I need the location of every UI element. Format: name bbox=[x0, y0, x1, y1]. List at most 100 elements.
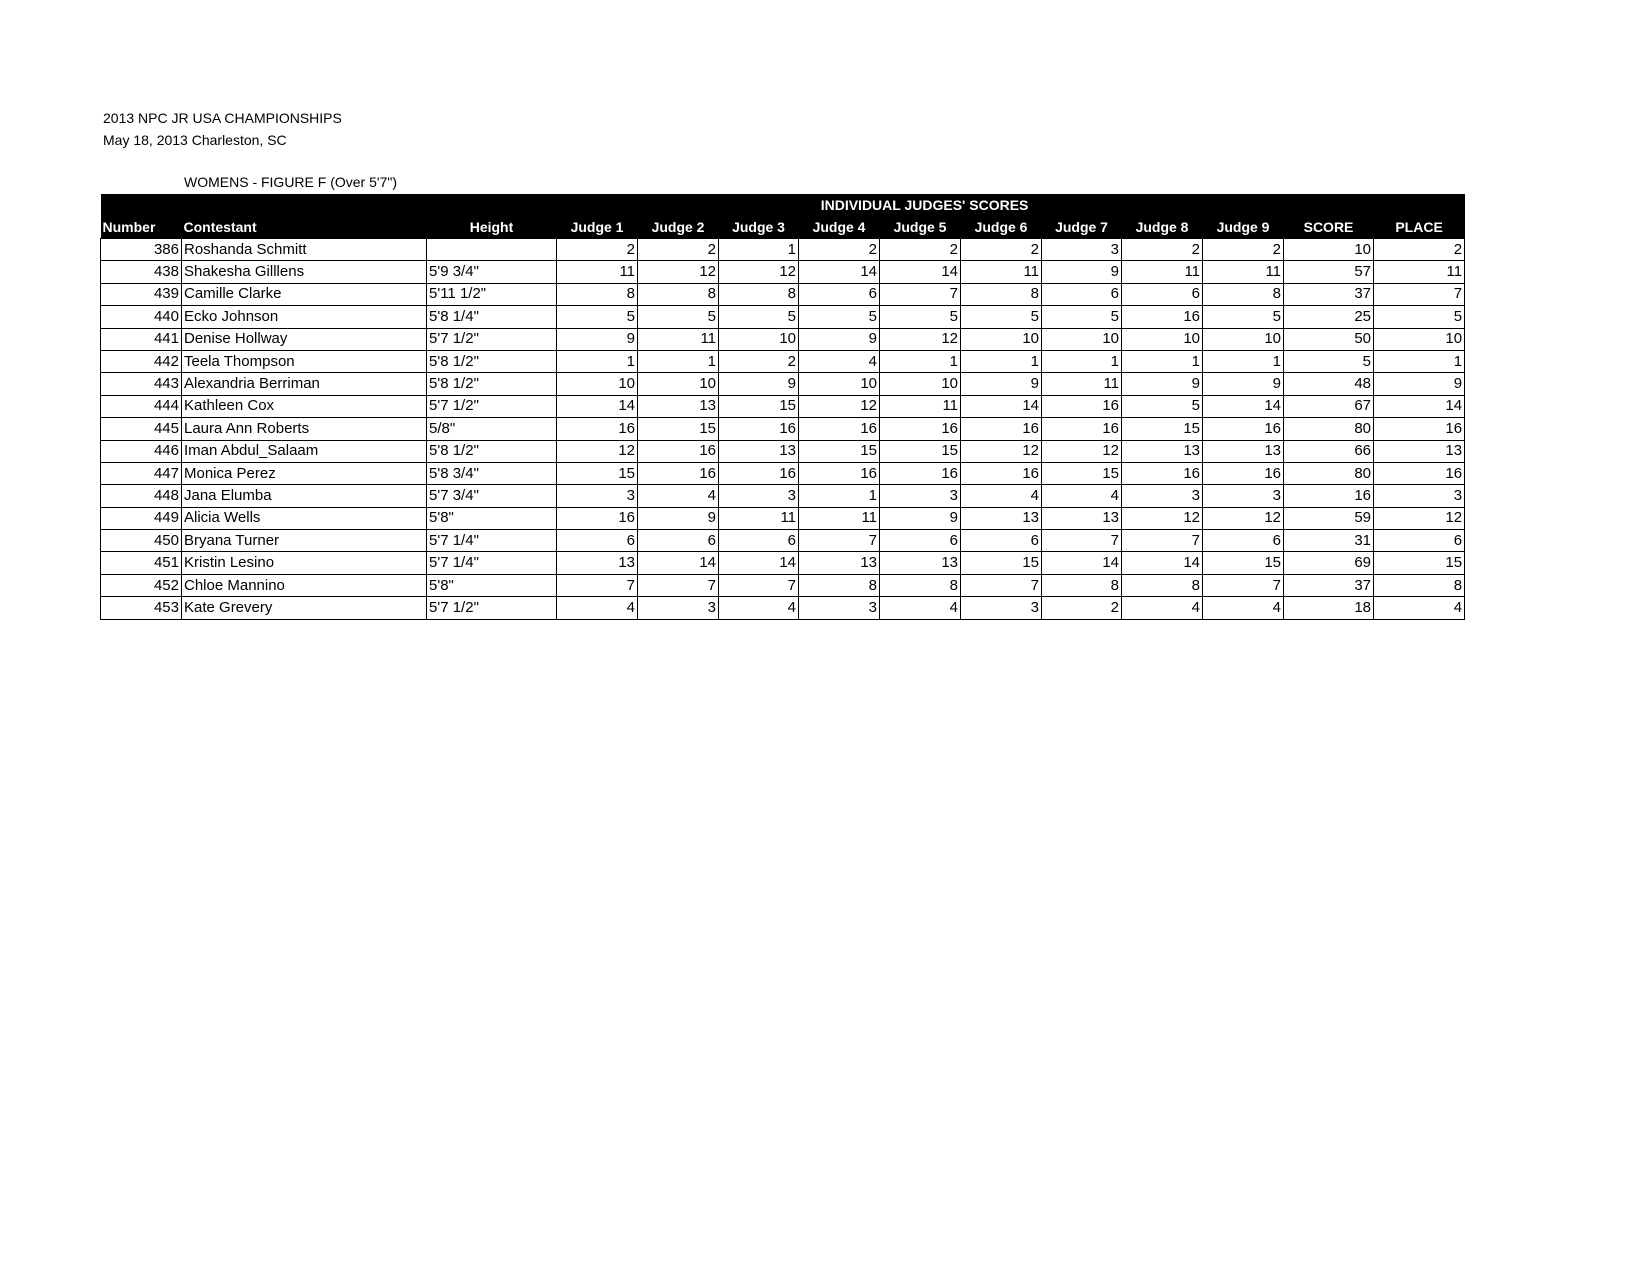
cell-height: 5'8 1/2" bbox=[425, 349, 558, 374]
cell-number: 443 bbox=[100, 372, 182, 396]
cell-judge-8: 10 bbox=[1121, 327, 1204, 351]
column-header-contestant: Contestant bbox=[181, 216, 427, 239]
cell-contestant: Alexandria Berriman bbox=[181, 372, 427, 396]
cell-judge-1: 13 bbox=[556, 551, 639, 575]
group-header-row: INDIVIDUAL JUDGES' SCORES bbox=[100, 194, 1465, 216]
cell-judge-7: 6 bbox=[1041, 282, 1123, 307]
table-row: 451 Kristin Lesino 5'7 1/4" 13 14 14 13 13 15 14 1… bbox=[100, 551, 1466, 575]
cell-number: 386 bbox=[100, 237, 182, 262]
cell-number: 439 bbox=[100, 282, 182, 307]
cell-judge-2: 12 bbox=[637, 260, 720, 284]
cell-height bbox=[425, 237, 558, 262]
cell-place: 4 bbox=[1373, 596, 1466, 620]
cell-height: 5'7 1/4" bbox=[425, 529, 558, 553]
cell-judge-6: 11 bbox=[960, 260, 1043, 284]
cell-judge-2: 16 bbox=[637, 461, 720, 486]
cell-number: 450 bbox=[100, 529, 182, 553]
cell-judge-3: 8 bbox=[718, 282, 800, 307]
cell-judge-5: 8 bbox=[879, 573, 962, 598]
cell-judge-2: 9 bbox=[637, 506, 720, 531]
cell-judge-9: 11 bbox=[1202, 260, 1285, 284]
cell-judge-6: 3 bbox=[960, 596, 1043, 620]
cell-judge-7: 1 bbox=[1041, 349, 1123, 374]
cell-place: 3 bbox=[1373, 484, 1466, 508]
cell-judge-7: 10 bbox=[1041, 327, 1123, 351]
cell-place: 6 bbox=[1373, 529, 1466, 553]
cell-place: 5 bbox=[1373, 305, 1466, 329]
cell-judge-9: 12 bbox=[1202, 506, 1285, 531]
cell-judge-7: 16 bbox=[1041, 394, 1123, 419]
cell-judge-3: 11 bbox=[718, 506, 800, 531]
cell-judge-8: 8 bbox=[1121, 573, 1204, 598]
cell-judge-7: 15 bbox=[1041, 461, 1123, 486]
document-title: 2013 NPC JR USA CHAMPIONSHIPS bbox=[103, 110, 342, 126]
table-row: 439 Camille Clarke 5'11 1/2" 8 8 8 6 7 8 6 6 8 37 7 bbox=[100, 282, 1466, 307]
cell-judge-8: 16 bbox=[1121, 461, 1204, 486]
table-row: 452 Chloe Mannino 5'8" 7 7 7 8 8 7 8 8 7 37 8 bbox=[100, 573, 1466, 598]
cell-judge-5: 16 bbox=[879, 417, 962, 441]
cell-place: 9 bbox=[1373, 372, 1466, 396]
cell-judge-9: 16 bbox=[1202, 417, 1285, 441]
cell-judge-4: 7 bbox=[798, 529, 881, 553]
cell-contestant: Teela Thompson bbox=[181, 349, 427, 374]
cell-judge-4: 12 bbox=[798, 394, 881, 419]
cell-judge-6: 13 bbox=[960, 506, 1043, 531]
cell-number: 453 bbox=[100, 596, 182, 620]
column-header-judge-9: Judge 9 bbox=[1202, 216, 1284, 239]
cell-score: 50 bbox=[1283, 327, 1375, 351]
cell-contestant: Shakesha Gilllens bbox=[181, 260, 427, 284]
column-header-height: Height bbox=[426, 216, 557, 239]
cell-contestant: Chloe Mannino bbox=[181, 573, 427, 598]
cell-place: 13 bbox=[1373, 439, 1466, 463]
cell-judge-9: 8 bbox=[1202, 282, 1285, 307]
cell-judge-3: 16 bbox=[718, 461, 800, 486]
cell-score: 5 bbox=[1283, 349, 1375, 374]
cell-judge-7: 5 bbox=[1041, 305, 1123, 329]
cell-judge-6: 9 bbox=[960, 372, 1043, 396]
cell-number: 442 bbox=[100, 349, 182, 374]
cell-judge-2: 7 bbox=[637, 573, 720, 598]
cell-number: 448 bbox=[100, 484, 182, 508]
cell-contestant: Roshanda Schmitt bbox=[181, 237, 427, 262]
group-header: INDIVIDUAL JUDGES' SCORES bbox=[556, 194, 1465, 216]
cell-judge-4: 1 bbox=[798, 484, 881, 508]
cell-judge-5: 6 bbox=[879, 529, 962, 553]
cell-number: 438 bbox=[100, 260, 182, 284]
column-header-judge-6: Judge 6 bbox=[960, 216, 1042, 239]
cell-judge-4: 11 bbox=[798, 506, 881, 531]
cell-judge-8: 12 bbox=[1121, 506, 1204, 531]
cell-judge-1: 16 bbox=[556, 417, 639, 441]
cell-place: 10 bbox=[1373, 327, 1466, 351]
cell-judge-6: 1 bbox=[960, 349, 1043, 374]
cell-judge-2: 4 bbox=[637, 484, 720, 508]
cell-judge-2: 5 bbox=[637, 305, 720, 329]
cell-judge-2: 3 bbox=[637, 596, 720, 620]
cell-judge-6: 5 bbox=[960, 305, 1043, 329]
cell-judge-8: 9 bbox=[1121, 372, 1204, 396]
cell-judge-9: 6 bbox=[1202, 529, 1285, 553]
cell-judge-4: 2 bbox=[798, 237, 881, 262]
cell-judge-1: 11 bbox=[556, 260, 639, 284]
cell-judge-1: 1 bbox=[556, 349, 639, 374]
cell-judge-9: 13 bbox=[1202, 439, 1285, 463]
cell-place: 11 bbox=[1373, 260, 1466, 284]
cell-height: 5'7 1/2" bbox=[425, 596, 558, 620]
column-header-judge-8: Judge 8 bbox=[1121, 216, 1203, 239]
cell-number: 449 bbox=[100, 506, 182, 531]
cell-judge-5: 5 bbox=[879, 305, 962, 329]
cell-judge-7: 8 bbox=[1041, 573, 1123, 598]
cell-judge-1: 6 bbox=[556, 529, 639, 553]
table-row: 444 Kathleen Cox 5'7 1/2" 14 13 15 12 11 14 16 5 14… bbox=[100, 394, 1466, 419]
cell-judge-8: 6 bbox=[1121, 282, 1204, 307]
cell-judge-7: 12 bbox=[1041, 439, 1123, 463]
table-row: 448 Jana Elumba 5'7 3/4" 3 4 3 1 3 4 4 3 3 16 3 bbox=[100, 484, 1466, 508]
cell-judge-4: 16 bbox=[798, 461, 881, 486]
cell-judge-8: 3 bbox=[1121, 484, 1204, 508]
cell-judge-5: 13 bbox=[879, 551, 962, 575]
division-title: WOMENS - FIGURE F (Over 5'7") bbox=[184, 174, 397, 190]
cell-judge-3: 4 bbox=[718, 596, 800, 620]
cell-judge-8: 16 bbox=[1121, 305, 1204, 329]
cell-judge-5: 3 bbox=[879, 484, 962, 508]
cell-height: 5'7 1/2" bbox=[425, 394, 558, 419]
cell-judge-5: 14 bbox=[879, 260, 962, 284]
